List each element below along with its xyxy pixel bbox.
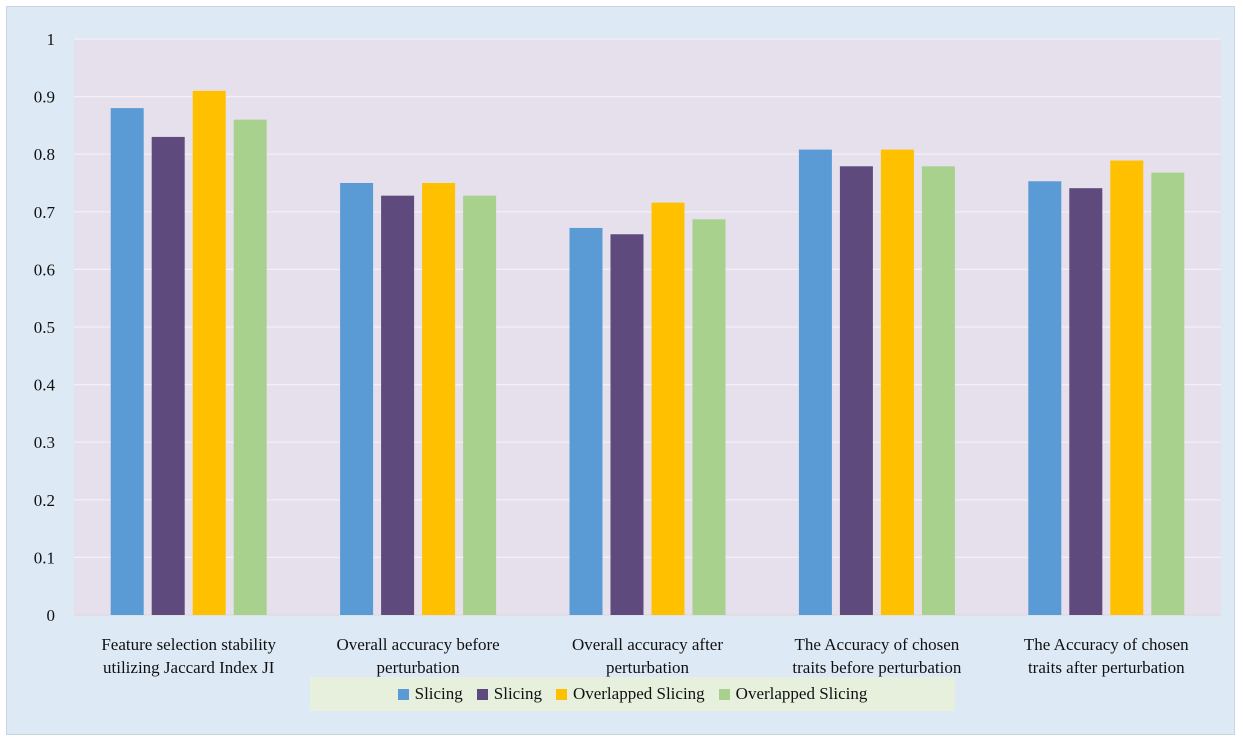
legend-swatch xyxy=(555,688,567,700)
y-tick-label: 0.3 xyxy=(34,433,55,452)
legend-entry-3: Overlapped Slicing xyxy=(555,684,705,704)
x-tick-label: traits before perturbation xyxy=(792,658,961,677)
bar-1-category-5 xyxy=(1028,181,1062,615)
legend-swatch xyxy=(397,688,409,700)
x-tick-label: Feature selection stability xyxy=(101,635,276,654)
bar-3-category-1 xyxy=(192,90,226,616)
bar-4-category-1 xyxy=(233,119,267,615)
bar-3-category-4 xyxy=(880,149,914,616)
bar-3-category-2 xyxy=(422,183,456,615)
bar-2-category-5 xyxy=(1069,188,1103,615)
y-tick-label: 0.6 xyxy=(34,260,55,279)
legend-swatch xyxy=(718,688,730,700)
legend-label: Slicing xyxy=(414,684,463,703)
x-tick-label: Overall accuracy after xyxy=(572,635,723,654)
y-tick-label: 0.1 xyxy=(34,548,55,567)
y-tick-label: 0 xyxy=(47,606,56,625)
y-tick-label: 0.8 xyxy=(34,145,55,164)
legend-entry-1: Slicing xyxy=(397,684,463,704)
y-tick-label: 0.7 xyxy=(34,203,56,222)
x-tick-label: Overall accuracy before xyxy=(336,635,499,654)
x-tick-label: perturbation xyxy=(377,658,461,677)
bar-2-category-1 xyxy=(151,136,185,616)
y-tick-label: 0.5 xyxy=(34,318,55,337)
bar-2-category-3 xyxy=(610,234,644,615)
legend-entry-2: Slicing xyxy=(476,684,542,704)
bar-2-category-4 xyxy=(839,166,873,615)
legend-label: Overlapped Slicing xyxy=(572,684,705,703)
bar-4-category-3 xyxy=(692,219,726,615)
bar-1-category-2 xyxy=(340,183,374,615)
x-tick-label: traits after perturbation xyxy=(1028,658,1185,677)
y-tick-label: 0.9 xyxy=(34,88,55,107)
bar-3-category-3 xyxy=(651,202,685,616)
y-tick-label: 1 xyxy=(47,30,56,49)
legend-label: Slicing xyxy=(493,684,542,703)
legend-label: Overlapped Slicing xyxy=(735,684,868,703)
x-tick-label: The Accuracy of chosen xyxy=(1024,635,1189,654)
bar-4-category-4 xyxy=(921,166,955,615)
y-tick-label: 0.4 xyxy=(34,376,56,395)
bar-chart: 0 0.1 0.2 0.3 0.4 0.5 0.6 0.7 0.8 0.9 1 Feature sel… xyxy=(34,30,1221,677)
bar-4-category-2 xyxy=(463,195,497,615)
y-tick-label: 0.2 xyxy=(34,491,55,510)
x-tick-label: perturbation xyxy=(606,658,690,677)
bar-1-category-3 xyxy=(569,227,603,616)
bar-1-category-4 xyxy=(798,149,832,616)
bar-4-category-5 xyxy=(1151,172,1185,615)
bar-2-category-2 xyxy=(381,195,415,615)
x-tick-label: The Accuracy of chosen xyxy=(795,635,960,654)
legend-entry-4: Overlapped Slicing xyxy=(718,684,868,704)
legend-swatch xyxy=(476,688,488,700)
x-tick-label: utilizing Jaccard Index JI xyxy=(103,658,275,677)
chart-frame: 0 0.1 0.2 0.3 0.4 0.5 0.6 0.7 0.8 0.9 1 Feature sel… xyxy=(6,6,1235,735)
legend: Slicing Slicing Overlapped Slicing Overlapp… xyxy=(310,677,955,711)
bar-1-category-1 xyxy=(110,108,144,616)
bar-3-category-5 xyxy=(1110,160,1144,615)
